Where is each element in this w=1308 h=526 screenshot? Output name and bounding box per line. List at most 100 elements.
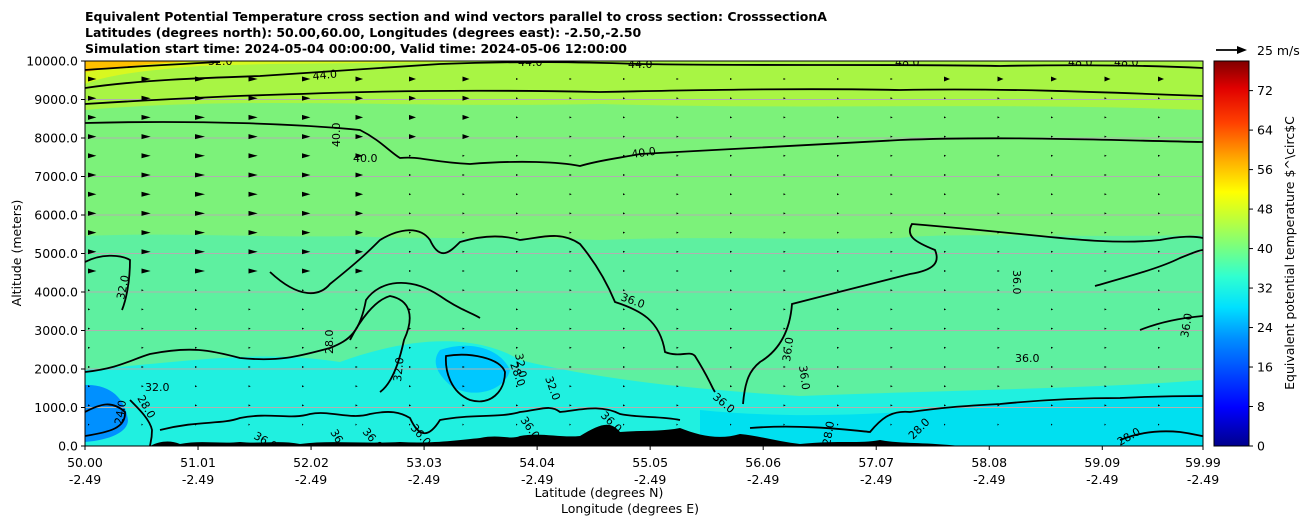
x-tick-label-lon: -2.49 [69,472,101,487]
wind-arrow [783,231,786,234]
wind-arrow [1104,289,1107,292]
wind-arrow [1158,270,1161,272]
wind-arrow [997,135,1000,138]
wind-arrow [944,270,947,272]
wind-arrow [623,231,626,234]
wind-arrow [248,423,250,426]
colorbar-tick-label: 72 [1257,83,1273,98]
wind-arrow [195,210,205,216]
wind-arrow [409,346,412,349]
wind-arrow [890,423,892,426]
wind-arrow [462,385,465,388]
contour-label: 44.0 [628,58,653,71]
chart-title-line-3: Simulation start time: 2024-05-04 00:00:… [85,41,627,56]
wind-arrow [248,230,258,236]
wind-arrow [248,210,258,216]
wind-arrow [302,366,305,368]
wind-arrow [676,193,679,196]
wind-arrow [516,116,519,119]
wind-arrow [837,212,840,215]
wind-arrow [141,76,151,82]
wind-arrow [1158,212,1161,215]
wind-arrow [783,135,786,138]
x-tick-label-lon: -2.49 [747,472,779,487]
wind-arrow [783,270,786,272]
wind-arrow [409,174,412,176]
wind-arrow [890,327,893,330]
wind-arrow [1104,135,1107,138]
wind-arrow [355,327,358,330]
x-tick-label-lon: -2.49 [1086,472,1118,487]
wind-arrow [569,231,572,234]
wind-arrow [88,153,97,159]
wind-arrow [248,404,251,407]
wind-arrow [88,289,91,292]
wind-arrow [302,114,311,120]
wind-arrow [676,97,679,100]
wind-arrow [248,289,251,292]
wind-arrow [195,404,198,407]
x-tick-label-lat: 55.05 [632,455,668,470]
contour-label: 52.0 [208,55,233,68]
contour-label: 24.0 [112,399,129,425]
wind-arrow [302,95,311,101]
wind-arrow [783,346,786,349]
contour-label: 40.0 [631,145,657,161]
contour-28-right [749,395,1203,433]
wind-arrow [516,174,519,176]
wind-key: 25 m/s [1216,43,1300,58]
wind-arrow [997,423,999,426]
wind-arrow [302,346,305,349]
contour-label: 28.0 [323,330,336,355]
wind-arrow [944,423,946,426]
wind-arrow [248,308,251,311]
wind-arrow [676,135,679,138]
wind-arrow [997,385,1000,388]
wind-arrow [1051,366,1054,368]
contour-28-left [129,399,153,446]
wind-arrow [783,308,786,311]
wind-arrow [997,289,1000,292]
wind-arrow [783,404,786,407]
wind-arrow [141,366,144,368]
wind-arrow [569,174,572,176]
wind-arrow [1051,385,1054,388]
wind-arrow [623,423,625,426]
wind-arrow [355,95,364,101]
wind-arrow [516,135,519,138]
wind-arrow [302,249,311,255]
wind-arrow [1158,97,1161,100]
contour-label: 40.0 [353,152,378,165]
wind-arrow [1051,270,1054,272]
terrain-silhouette [85,424,960,446]
wind-arrow [516,193,519,196]
wind-arrow [141,191,151,197]
wind-arrow [248,346,251,349]
wind-arrow [944,174,947,176]
wind-arrow [676,404,679,407]
wind-arrow [1104,404,1107,407]
wind-arrow [1158,346,1161,349]
wind-arrow [1104,250,1107,253]
wind-arrow [997,174,1000,176]
y-tick-label: 8000.0 [34,131,78,146]
wind-arrow [141,289,144,292]
contour-32-mid [85,282,481,373]
wind-arrow [676,212,679,215]
wind-arrow [997,231,1000,234]
wind-arrow [837,423,839,426]
wind-arrow [355,346,358,349]
wind-arrow [569,289,572,292]
wind-arrow [409,76,416,82]
wind-arrow [676,78,679,80]
wind-arrow [944,327,947,330]
contour-24 [85,403,126,437]
wind-arrow [944,404,947,407]
wind-arrow [88,268,97,274]
wind-arrow [890,308,893,311]
wind-arrow [409,134,416,140]
x-tick-label-lon: -2.49 [521,472,553,487]
wind-arrow [195,423,197,426]
wind-arrow [730,308,733,311]
